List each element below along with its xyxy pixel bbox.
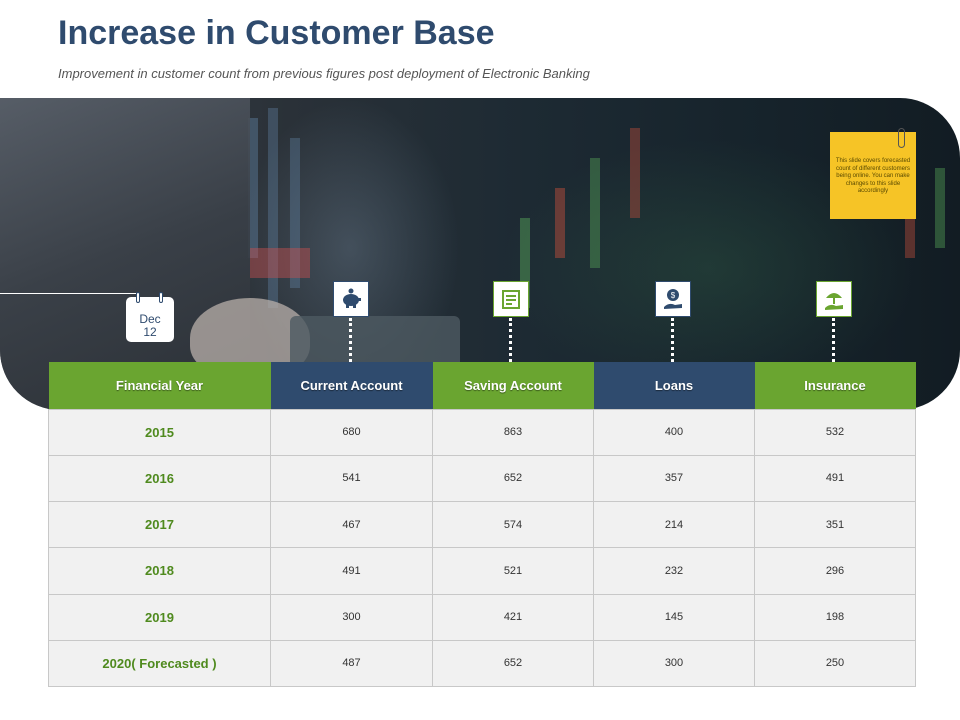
cell-current-account: 491 (270, 547, 433, 595)
chart-bar-decor (268, 108, 278, 308)
cell-saving-account: 574 (432, 500, 594, 549)
cell-insurance: 296 (754, 547, 916, 595)
cell-insurance: 532 (754, 408, 916, 456)
table-header-row: Financial Year Current Account Saving Ac… (48, 362, 916, 409)
calendar-month: Dec (139, 312, 161, 326)
column-header-insurance: Insurance (754, 362, 916, 409)
paper-clip-icon (898, 128, 905, 148)
table-row: 2018 491 521 232 296 (48, 547, 916, 595)
connector-dots (349, 318, 352, 362)
cell-current-account: 300 (270, 593, 433, 641)
cell-saving-account: 521 (432, 547, 594, 595)
cell-loans: 145 (593, 593, 755, 641)
cell-current-account: 467 (270, 500, 433, 549)
money-hand-icon: $ (655, 281, 691, 317)
cell-year: 2018 (48, 547, 271, 595)
cell-insurance: 351 (754, 500, 916, 549)
cell-year: 2016 (48, 454, 271, 503)
piggy-bank-icon (333, 281, 369, 317)
chart-bar-decor (935, 168, 945, 248)
chart-bar-decor (520, 218, 530, 308)
table-row: 2019 300 421 145 198 (48, 593, 916, 641)
chart-bar-decor (248, 118, 258, 258)
cell-current-account: 541 (270, 454, 433, 503)
column-header-loans: Loans (593, 362, 755, 409)
cell-year: 2020( Forecasted ) (48, 639, 271, 688)
column-header-current-account: Current Account (270, 362, 433, 409)
connector-dots (832, 318, 835, 362)
cell-loans: 214 (593, 500, 755, 549)
table-row: 2015 680 863 400 532 (48, 408, 916, 456)
cell-insurance: 250 (754, 639, 916, 688)
chart-bar-decor (250, 248, 310, 278)
cell-saving-account: 652 (432, 639, 594, 688)
cell-insurance: 491 (754, 454, 916, 503)
cell-loans: 400 (593, 408, 755, 456)
cell-loans: 357 (593, 454, 755, 503)
cell-loans: 300 (593, 639, 755, 688)
cell-loans: 232 (593, 547, 755, 595)
customer-base-table: Financial Year Current Account Saving Ac… (48, 362, 916, 688)
table-row: 2017 467 574 214 351 (48, 500, 916, 549)
connector-dots (671, 318, 674, 362)
column-header-financial-year: Financial Year (48, 362, 271, 409)
page-subtitle: Improvement in customer count from previ… (58, 66, 590, 81)
callout-line (0, 293, 136, 294)
page-title: Increase in Customer Base (58, 14, 495, 52)
savings-ledger-icon (493, 281, 529, 317)
cell-current-account: 487 (270, 639, 433, 688)
svg-text:$: $ (671, 291, 676, 300)
cell-year: 2015 (48, 408, 271, 456)
cell-year: 2017 (48, 500, 271, 549)
table-row: 2020( Forecasted ) 487 652 300 250 (48, 639, 916, 688)
column-header-saving-account: Saving Account (432, 362, 594, 409)
chart-bar-decor (590, 158, 600, 268)
cell-saving-account: 863 (432, 408, 594, 456)
calendar-day: 12 (143, 325, 157, 339)
connector-dots (509, 318, 512, 362)
cell-year: 2019 (48, 593, 271, 641)
umbrella-hand-icon (816, 281, 852, 317)
table-row: 2016 541 652 357 491 (48, 454, 916, 503)
calendar-ring-icon (159, 292, 163, 303)
calendar-icon: Dec 12 (126, 292, 174, 342)
cell-insurance: 198 (754, 593, 916, 641)
chart-bar-decor (630, 128, 640, 218)
cell-current-account: 680 (270, 408, 433, 456)
chart-bar-decor (555, 188, 565, 258)
cell-saving-account: 421 (432, 593, 594, 641)
cell-saving-account: 652 (432, 454, 594, 503)
calendar-ring-icon (136, 292, 140, 303)
chart-bar-decor (290, 138, 300, 288)
